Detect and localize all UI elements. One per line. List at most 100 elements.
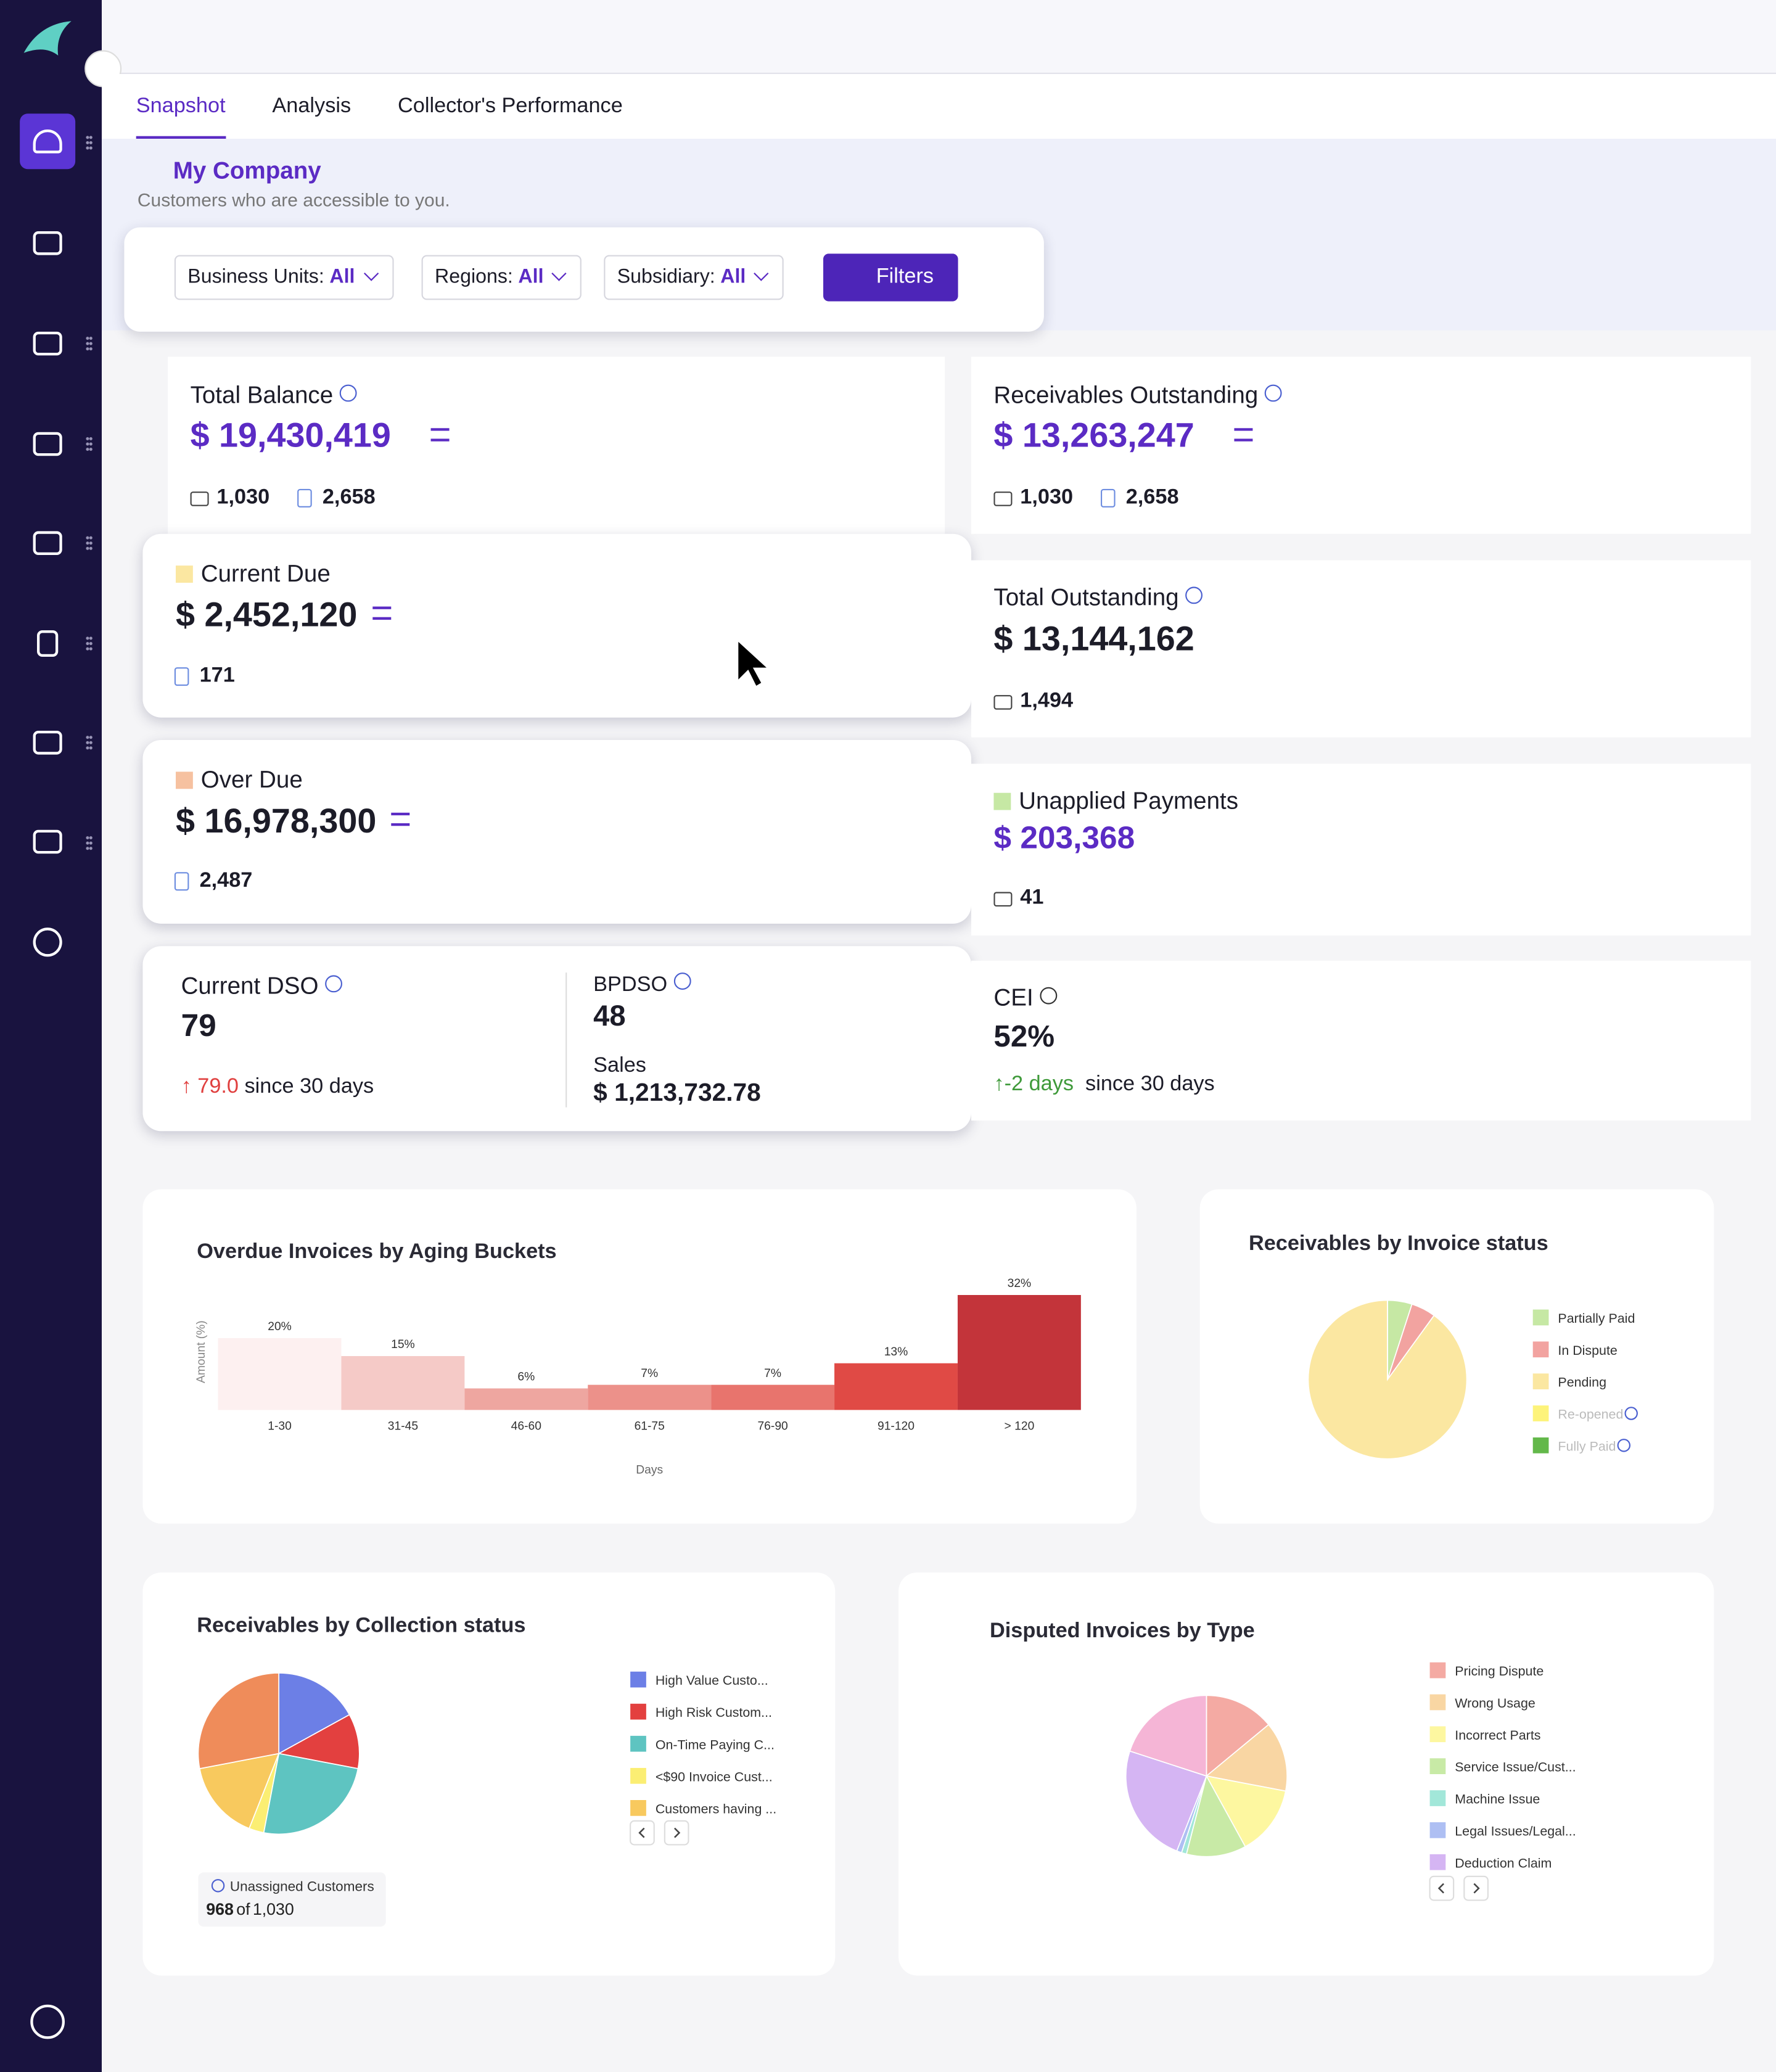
- cei-since: since 30 days: [1085, 1073, 1215, 1096]
- legend-label: Re-opened: [1558, 1407, 1623, 1422]
- card-amount: $ 13,263,247: [993, 414, 1194, 455]
- legend-label: On-Time Paying C...: [656, 1737, 775, 1752]
- nav-collections[interactable]: [33, 531, 62, 555]
- bar: [588, 1384, 712, 1410]
- nav-customers[interactable]: [33, 331, 62, 356]
- x-tick-label: > 120: [1005, 1420, 1035, 1433]
- filter-chip[interactable]: Business Units: All: [174, 255, 393, 300]
- nav-inbox[interactable]: [33, 231, 62, 255]
- legend-swatch: [1429, 1726, 1446, 1743]
- card-title-text: Over Due: [200, 766, 303, 793]
- card-title: Total Outstanding: [993, 584, 1203, 612]
- invoice-count: 171: [173, 665, 235, 689]
- filter-value: All: [720, 265, 746, 289]
- tab[interactable]: Collector's Performance: [398, 95, 623, 118]
- pie-slice: [199, 1753, 280, 1830]
- bar-value-label: 6%: [517, 1371, 535, 1384]
- nav-payments[interactable]: [33, 432, 62, 456]
- card-title-text: Current DSO: [181, 972, 319, 999]
- swap-icon[interactable]: [372, 606, 392, 620]
- dso-change-value: 79.0: [197, 1075, 239, 1098]
- tab-underline: [136, 136, 226, 139]
- pager-button[interactable]: [1463, 1875, 1489, 1901]
- pager-button[interactable]: [630, 1820, 655, 1846]
- pager-button[interactable]: [664, 1820, 689, 1846]
- drag-handle: [86, 436, 92, 452]
- x-tick-label: 61-75: [635, 1420, 665, 1433]
- x-axis-label: Days: [636, 1463, 663, 1476]
- card-title: Current Due: [176, 561, 331, 588]
- cei-change-value: -2 days: [1004, 1073, 1074, 1096]
- card-amount: $ 13,144,162: [993, 618, 1194, 659]
- legend-label: Deduction Claim: [1455, 1856, 1552, 1870]
- pager-button[interactable]: [1429, 1875, 1455, 1901]
- logo: [23, 21, 72, 56]
- info-icon: [1624, 1407, 1638, 1420]
- customer-count: 1,030: [993, 487, 1073, 511]
- legend-label: Pricing Dispute: [1455, 1664, 1544, 1679]
- filter-label: Subsidiary:: [617, 265, 715, 289]
- info-icon: [211, 1879, 225, 1893]
- drag-handle: [86, 134, 92, 151]
- nav-reports[interactable]: [37, 630, 59, 657]
- bar: [464, 1388, 588, 1410]
- filter-chip[interactable]: Subsidiary: All: [604, 255, 784, 300]
- pie-slice: [1205, 1724, 1288, 1792]
- card-title: Unapplied Payments: [993, 787, 1238, 815]
- invoice-count: 2,658: [296, 487, 376, 511]
- legend-label: High Risk Custom...: [656, 1705, 772, 1720]
- customer-count: 1,030: [190, 487, 269, 511]
- tab[interactable]: Snapshot: [136, 95, 226, 118]
- card-title-text: Unapplied Payments: [1019, 787, 1239, 814]
- card-title-text: Receivables Outstanding: [993, 382, 1259, 409]
- swap-icon[interactable]: [391, 812, 410, 826]
- drag-handle: [86, 635, 92, 652]
- cei-change: ↑-2 days since 30 days: [993, 1073, 1215, 1096]
- bar: [218, 1338, 342, 1410]
- legend-swatch: [630, 1671, 646, 1688]
- legend-swatch: [1429, 1758, 1446, 1774]
- note-label: Unassigned Customers: [230, 1878, 374, 1894]
- note-count: 968: [206, 1900, 234, 1918]
- filter-chip[interactable]: Regions: All: [421, 255, 582, 300]
- legend-swatch: [1532, 1341, 1549, 1358]
- company-selector[interactable]: My Company: [138, 157, 321, 185]
- cei-value: 52%: [993, 1019, 1055, 1053]
- bar-value-label: 7%: [764, 1367, 781, 1380]
- legend-swatch: [1429, 1694, 1446, 1711]
- swap-icon[interactable]: [430, 428, 450, 442]
- nav-tasks[interactable]: [33, 731, 62, 755]
- pie-slice: [197, 1672, 279, 1770]
- customer-count: 41: [993, 887, 1043, 911]
- card-amount: $ 203,368: [993, 820, 1135, 857]
- info-icon: [1617, 1439, 1630, 1452]
- legend-label: Customers having ...: [656, 1801, 776, 1816]
- chart-title: Receivables by Collection status: [197, 1613, 525, 1637]
- company-name: My Company: [173, 157, 321, 184]
- tab-bar: [102, 74, 1776, 139]
- pie-slice: [278, 1672, 350, 1755]
- nav-workflows[interactable]: [33, 829, 62, 854]
- bar: [957, 1295, 1081, 1410]
- card-current-due: Current Due $ 2,452,120 171: [142, 533, 971, 718]
- tab[interactable]: Analysis: [272, 95, 352, 118]
- swap-icon[interactable]: [1234, 428, 1253, 442]
- bar: [341, 1356, 465, 1410]
- pager-arrow: [1437, 1883, 1444, 1894]
- pie-slice: [1129, 1695, 1207, 1777]
- legend-label: High Value Custo...: [656, 1673, 768, 1688]
- filters-button[interactable]: Filters: [823, 253, 958, 302]
- note-of: of: [236, 1900, 250, 1918]
- filter-label: Business Units:: [187, 265, 324, 289]
- card-amount: $ 2,452,120: [176, 594, 358, 635]
- drag-handle: [86, 535, 92, 551]
- nav-settings[interactable]: [33, 927, 62, 957]
- pager-arrow: [1473, 1883, 1480, 1894]
- cursor: [736, 637, 772, 689]
- card-title-text: CEI: [993, 984, 1034, 1011]
- legend-swatch: [1532, 1437, 1549, 1453]
- nav-help[interactable]: [30, 2004, 65, 2039]
- nav-dashboard-icon: [33, 130, 62, 154]
- card-title: Receivables Outstanding: [993, 382, 1282, 409]
